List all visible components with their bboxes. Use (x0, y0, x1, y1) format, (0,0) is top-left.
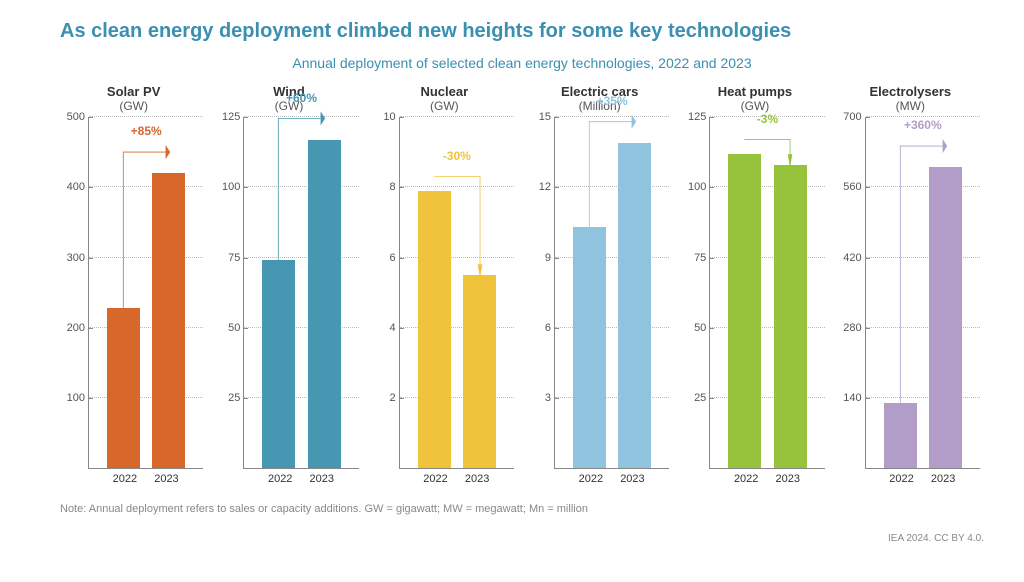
plot-area: 140280420560700+360% (865, 117, 980, 469)
change-label: +360% (904, 118, 942, 132)
y-tick-label: 75 (694, 252, 710, 264)
bar (463, 275, 496, 468)
x-tick-label: 2022 (576, 473, 606, 485)
bar (618, 143, 651, 468)
x-tick-label: 2023 (773, 473, 803, 485)
attribution: IEA 2024. CC BY 4.0. (888, 533, 984, 544)
y-tick-label: 400 (67, 181, 89, 193)
y-tick-label: 420 (843, 252, 865, 264)
panel-title: Electrolysers (837, 85, 984, 99)
y-tick-label: 140 (843, 392, 865, 404)
y-tick-label: 125 (688, 111, 710, 123)
y-tick-label: 6 (545, 322, 555, 334)
charts-row: Solar PV(GW)100200300400500+85%20222023W… (60, 85, 984, 485)
main-title: As clean energy deployment climbed new h… (60, 20, 984, 43)
y-tick-label: 8 (390, 181, 400, 193)
bar (308, 140, 341, 468)
y-tick-label: 6 (390, 252, 400, 264)
x-labels: 2022 2023 (709, 473, 824, 485)
bars-container (710, 117, 824, 468)
y-tick-label: 4 (390, 322, 400, 334)
x-labels: 2022 2023 (243, 473, 358, 485)
x-tick-label: 2023 (462, 473, 492, 485)
y-tick-label: 2 (390, 392, 400, 404)
x-tick-label: 2023 (151, 473, 181, 485)
subtitle: Annual deployment of selected clean ener… (60, 55, 984, 71)
x-labels: 2022 2023 (554, 473, 669, 485)
chart-panel: Nuclear(GW)246810-30%20222023 (371, 85, 518, 485)
change-label: +60% (286, 91, 317, 105)
bars-container (555, 117, 669, 468)
bar (929, 167, 962, 468)
y-tick-label: 75 (228, 252, 244, 264)
y-tick-label: 50 (694, 322, 710, 334)
x-tick-label: 2023 (928, 473, 958, 485)
chart-panel: Solar PV(GW)100200300400500+85%20222023 (60, 85, 207, 485)
chart-panel: Electrolysers(MW)140280420560700+360%202… (837, 85, 984, 485)
change-label: -3% (757, 112, 778, 126)
bars-container (244, 117, 358, 468)
y-tick-label: 500 (67, 111, 89, 123)
bars-container (400, 117, 514, 468)
change-label: -30% (443, 149, 471, 163)
panel-title: Heat pumps (681, 85, 828, 99)
bar (152, 173, 185, 468)
panel-title: Solar PV (60, 85, 207, 99)
bar (884, 403, 917, 468)
y-tick-label: 25 (228, 392, 244, 404)
y-tick-label: 560 (843, 181, 865, 193)
bar (418, 191, 451, 468)
x-tick-label: 2022 (265, 473, 295, 485)
chart-panel: Heat pumps(GW)255075100125-3%20222023 (681, 85, 828, 485)
y-tick-label: 10 (383, 111, 399, 123)
y-tick-label: 700 (843, 111, 865, 123)
y-tick-label: 200 (67, 322, 89, 334)
y-tick-label: 50 (228, 322, 244, 334)
change-label: +85% (131, 124, 162, 138)
chart-panel: Electric cars(Million)3691215+35%2022202… (526, 85, 673, 485)
plot-area: 246810-30% (399, 117, 514, 469)
plot-area: 255075100125-3% (709, 117, 824, 469)
x-labels: 2022 2023 (88, 473, 203, 485)
bar (728, 154, 761, 468)
y-tick-label: 100 (67, 392, 89, 404)
y-tick-label: 25 (694, 392, 710, 404)
y-tick-label: 12 (539, 181, 555, 193)
y-tick-label: 9 (545, 252, 555, 264)
y-tick-label: 125 (222, 111, 244, 123)
bar (262, 260, 295, 468)
chart-panel: Wind(GW)255075100125+60%20222023 (215, 85, 362, 485)
plot-area: 3691215+35% (554, 117, 669, 469)
x-tick-label: 2022 (420, 473, 450, 485)
bar (107, 308, 140, 468)
bar (774, 165, 807, 468)
footnote: Note: Annual deployment refers to sales … (60, 503, 984, 515)
y-tick-label: 280 (843, 322, 865, 334)
x-labels: 2022 2023 (399, 473, 514, 485)
y-tick-label: 15 (539, 111, 555, 123)
bar (573, 227, 606, 468)
x-tick-label: 2022 (110, 473, 140, 485)
y-tick-label: 3 (545, 392, 555, 404)
x-tick-label: 2022 (731, 473, 761, 485)
x-tick-label: 2023 (617, 473, 647, 485)
bars-container (866, 117, 980, 468)
y-tick-label: 100 (222, 181, 244, 193)
y-tick-label: 100 (688, 181, 710, 193)
y-tick-label: 300 (67, 252, 89, 264)
x-tick-label: 2022 (886, 473, 916, 485)
plot-area: 255075100125+60% (243, 117, 358, 469)
x-tick-label: 2023 (307, 473, 337, 485)
change-label: +35% (597, 94, 628, 108)
bars-container (89, 117, 203, 468)
panel-title: Nuclear (371, 85, 518, 99)
x-labels: 2022 2023 (865, 473, 980, 485)
plot-area: 100200300400500+85% (88, 117, 203, 469)
